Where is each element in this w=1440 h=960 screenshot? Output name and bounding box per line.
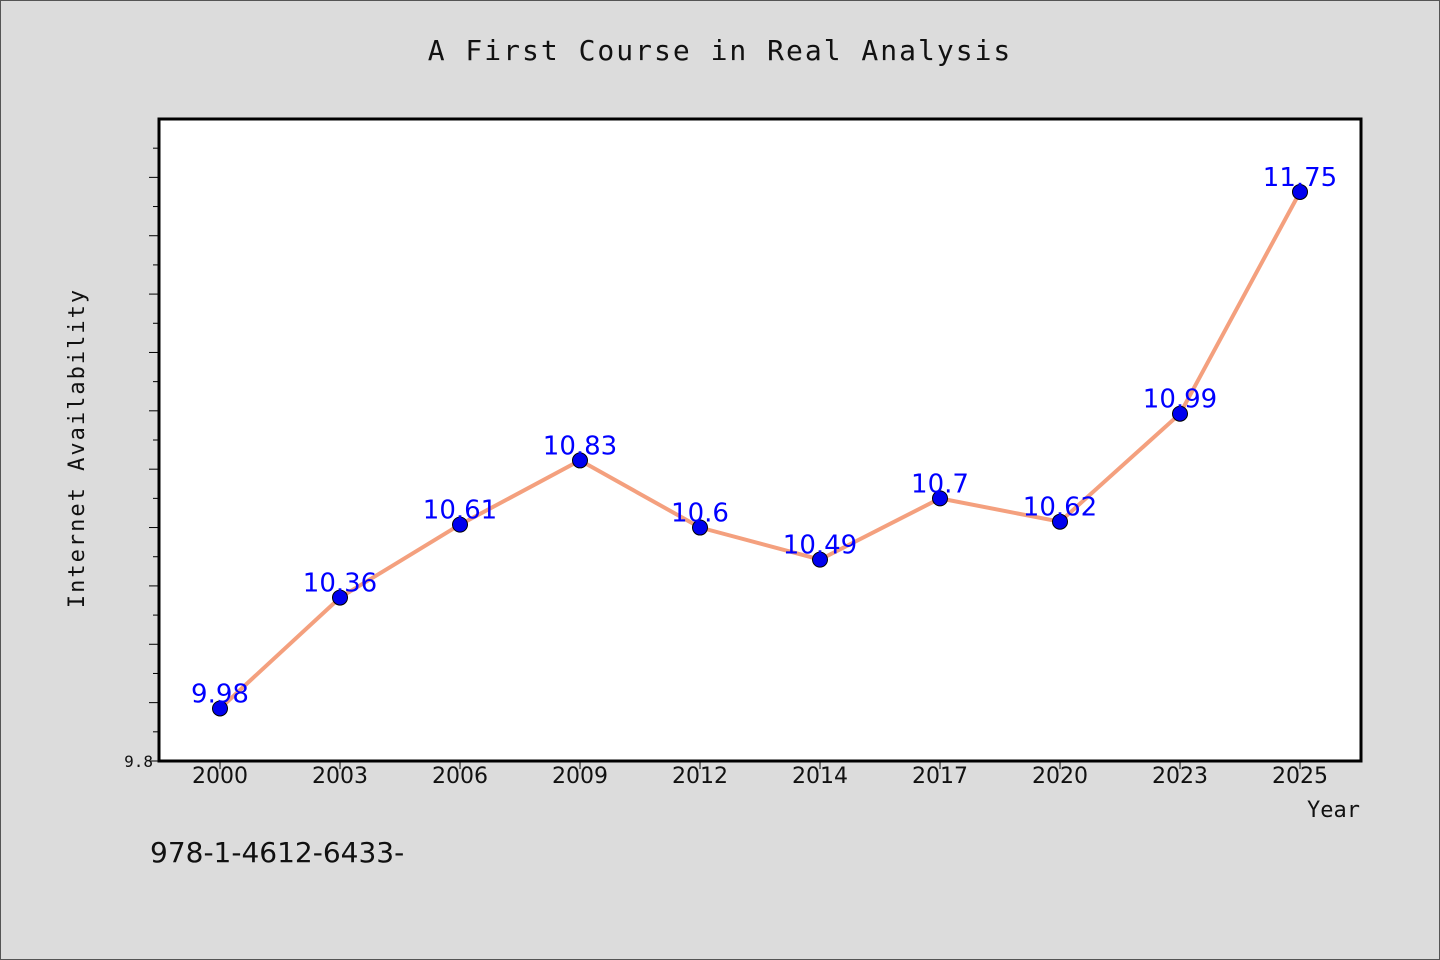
data-label: 10.99 [1143, 385, 1217, 415]
data-label: 10.83 [543, 431, 617, 461]
x-tick-label: 2000 [192, 764, 248, 789]
x-tick-label: 2003 [312, 764, 368, 789]
data-point [1052, 513, 1068, 530]
data-point [452, 516, 468, 533]
data-label: 10.6 [671, 499, 729, 529]
plot-area [157, 117, 1363, 763]
series-markers [212, 183, 1308, 717]
series-line [218, 191, 1302, 710]
data-label: 10.36 [303, 569, 377, 599]
x-tick-label: 2006 [432, 764, 488, 789]
x-axis-ticks: 2000 2003 2006 2009 2012 2014 2017 2020 2023 2025 [192, 761, 1328, 789]
x-tick-label: 2014 [792, 764, 848, 789]
x-axis-label: Year [1307, 798, 1360, 823]
footer-note: 978-1-4612-6433- [150, 836, 405, 869]
data-label: 9.98 [191, 679, 249, 709]
y-axis-label: Internet Availability [65, 288, 90, 608]
data-point [572, 452, 588, 469]
x-tick-label: 2009 [552, 764, 608, 789]
chart-title: A First Course in Real Analysis [427, 34, 1013, 67]
y-tick-label: 9.8 [124, 752, 153, 771]
data-label: 10.62 [1023, 493, 1097, 523]
data-point [332, 589, 348, 606]
data-point [692, 519, 708, 536]
data-label: 10.61 [423, 496, 497, 526]
data-label: 10.7 [911, 469, 969, 499]
data-point [932, 490, 948, 507]
data-point [1172, 405, 1188, 422]
data-label: 11.75 [1263, 163, 1337, 193]
y-axis-ticks: 9.8 [124, 147, 159, 771]
data-point [212, 700, 228, 717]
data-labels: 9.98 10.36 10.61 10.83 10.6 10.49 10.7 10.62 10.… [191, 163, 1337, 710]
x-tick-label: 2025 [1272, 764, 1328, 789]
data-label: 10.49 [783, 531, 857, 561]
x-tick-label: 2020 [1032, 764, 1088, 789]
x-tick-label: 2012 [672, 764, 728, 789]
x-tick-label: 2017 [912, 764, 968, 789]
data-point [812, 551, 828, 568]
data-point [1292, 183, 1308, 200]
x-tick-label: 2023 [1152, 764, 1208, 789]
